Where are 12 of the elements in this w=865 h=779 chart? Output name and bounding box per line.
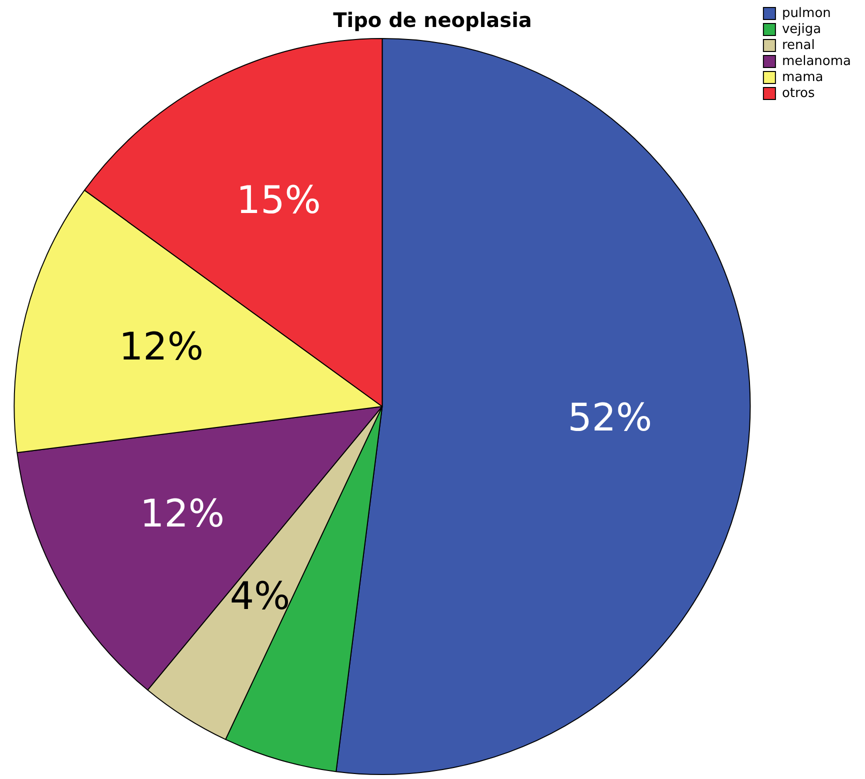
legend-label: renal [782, 38, 815, 53]
data-label: 12% [140, 491, 225, 536]
data-label: 52% [568, 396, 652, 440]
legend-label: otros [782, 86, 815, 101]
data-label: 12% [118, 324, 204, 369]
legend-label: melanoma [782, 54, 851, 69]
legend-label: pulmon [782, 6, 831, 21]
data-label: 15% [236, 178, 321, 222]
legend-label: vejiga [782, 22, 822, 37]
chart-title: Tipo de neoplasia [333, 8, 532, 32]
legend-label: mama [782, 70, 824, 85]
data-label: 4% [230, 574, 290, 618]
